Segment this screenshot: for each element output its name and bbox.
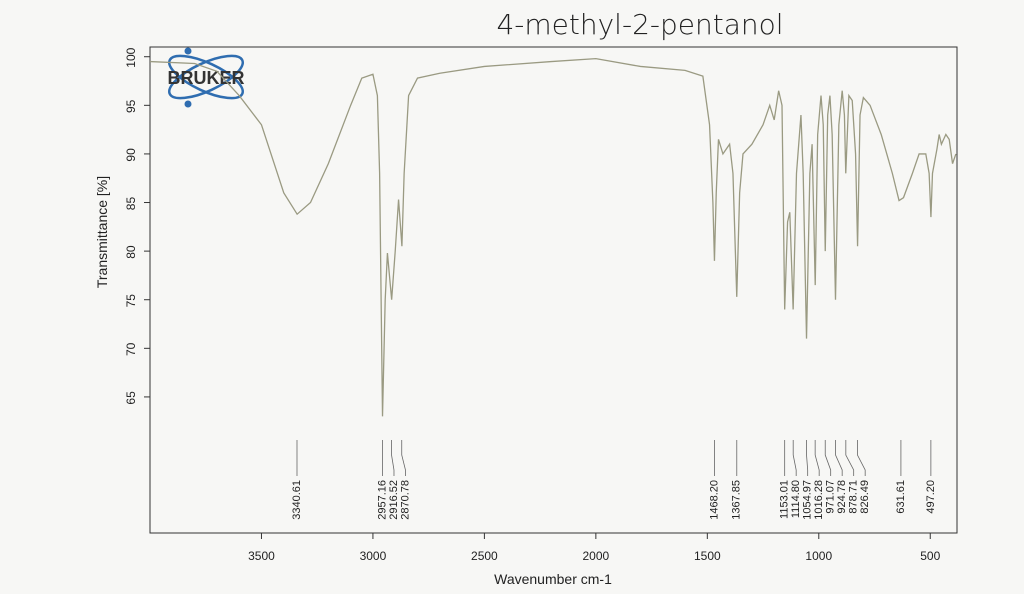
peak-leader: [814, 440, 820, 476]
y-tick-label: 75: [124, 294, 138, 308]
x-tick-label: 2500: [471, 549, 498, 563]
x-axis-title: Wavenumber cm-1: [494, 571, 612, 587]
peak-leader: [824, 440, 832, 476]
peak-leader: [845, 440, 855, 476]
peak-label: 826.49: [859, 480, 871, 514]
peak-label: 2870.78: [399, 480, 411, 520]
y-tick-label: 90: [124, 148, 138, 162]
peak-leader: [835, 440, 843, 476]
logo-orbit: [168, 54, 244, 100]
y-tick-label: 70: [124, 342, 138, 356]
peak-leader: [806, 440, 809, 476]
peak-label: 631.61: [895, 480, 907, 514]
peak-label: 878.71: [848, 480, 860, 514]
peak-leader: [391, 440, 395, 476]
x-tick-label: 1000: [805, 549, 832, 563]
x-tick-label: 3000: [360, 549, 387, 563]
plot-frame: [149, 46, 958, 534]
logo-dot: [184, 100, 192, 108]
peak-label: 924.78: [836, 480, 848, 514]
peak-label: 1054.97: [802, 480, 814, 520]
chart-title: 4-methyl-2-pentanol: [496, 8, 783, 41]
y-axis-title: Transmittance [%]: [94, 176, 110, 288]
y-tick-label: 80: [124, 245, 138, 259]
spectrum-line: [149, 58, 957, 417]
peak-label: 1367.85: [731, 480, 743, 520]
peak-label: 971.07: [825, 480, 837, 514]
peak-leader: [401, 440, 406, 476]
logo-dot: [184, 47, 192, 55]
peak-label: 1153.01: [779, 480, 791, 519]
peak-label: 3340.61: [291, 480, 303, 520]
y-tick-label: 100: [124, 47, 138, 67]
x-tick-label: 3500: [248, 549, 275, 563]
logo-text: BRUKER: [167, 68, 244, 88]
logo-orbit: [168, 54, 244, 100]
x-tick-label: 1500: [694, 549, 721, 563]
x-tick-label: 2000: [583, 549, 610, 563]
y-tick-label: 95: [124, 99, 138, 113]
peak-label: 2957.16: [376, 480, 388, 520]
peak-leader: [857, 440, 866, 476]
peak-label: 2916.52: [388, 480, 400, 520]
peak-label: 497.20: [925, 480, 937, 514]
x-tick-label: 500: [920, 549, 940, 563]
peak-leader: [792, 440, 797, 476]
peak-label: 1468.20: [708, 480, 720, 520]
y-tick-label: 85: [124, 197, 138, 211]
logo: BRUKER: [167, 47, 245, 108]
peak-label: 1114.80: [790, 480, 802, 518]
y-tick-label: 65: [124, 391, 138, 405]
peak-label: 1016.28: [813, 480, 825, 520]
